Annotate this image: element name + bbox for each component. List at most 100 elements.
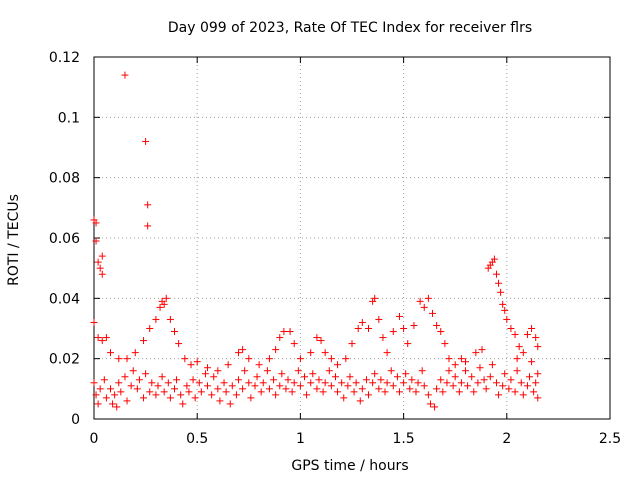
data-point <box>420 303 428 311</box>
data-point <box>530 388 538 396</box>
data-point <box>107 349 115 357</box>
data-point <box>346 373 354 381</box>
data-point <box>513 355 521 363</box>
data-point <box>492 270 500 278</box>
data-point <box>286 328 294 336</box>
data-point <box>495 391 503 399</box>
data-point <box>313 334 321 342</box>
data-point <box>449 382 457 390</box>
data-point <box>395 388 403 396</box>
data-point <box>265 385 273 393</box>
data-point <box>234 349 242 357</box>
data-points <box>90 71 542 411</box>
data-point <box>439 388 447 396</box>
data-point <box>142 137 150 145</box>
data-point <box>519 349 527 357</box>
data-point <box>497 288 505 296</box>
data-point <box>445 355 453 363</box>
data-point <box>296 382 304 390</box>
data-point <box>121 71 129 79</box>
data-point <box>90 379 98 387</box>
data-point <box>276 334 284 342</box>
data-point <box>420 382 428 390</box>
data-point <box>470 388 478 396</box>
data-point <box>526 373 534 381</box>
y-tick-label: 0.04 <box>49 291 80 307</box>
data-point <box>476 364 484 372</box>
x-tick-label: 2 <box>502 431 511 447</box>
data-point <box>189 376 197 384</box>
x-tick-label: 1 <box>296 431 305 447</box>
data-point <box>129 367 137 375</box>
data-point <box>282 385 290 393</box>
data-point <box>177 391 185 399</box>
data-point <box>96 264 104 272</box>
data-point <box>148 379 156 387</box>
data-point <box>515 343 523 351</box>
data-point <box>428 309 436 317</box>
data-point <box>216 397 224 405</box>
y-tick-label: 0.1 <box>58 110 80 126</box>
grid-lines <box>94 57 610 419</box>
data-point <box>228 382 236 390</box>
data-point <box>265 355 273 363</box>
data-point <box>505 385 513 393</box>
data-point <box>94 400 102 408</box>
data-point <box>245 355 253 363</box>
data-point <box>513 367 521 375</box>
data-point <box>245 379 253 387</box>
data-point <box>146 388 154 396</box>
data-point <box>127 382 135 390</box>
data-point <box>369 379 377 387</box>
data-point <box>379 334 387 342</box>
data-point <box>313 385 321 393</box>
data-point <box>183 382 191 390</box>
data-point <box>92 237 100 245</box>
data-point <box>395 312 403 320</box>
data-point <box>352 379 360 387</box>
data-point <box>144 201 152 209</box>
data-point <box>528 325 536 332</box>
x-axis-title: GPS time / hours <box>291 458 408 474</box>
data-point <box>160 388 168 396</box>
data-point <box>259 379 267 387</box>
data-point <box>451 373 459 381</box>
data-point <box>160 300 168 308</box>
y-tick-label: 0.02 <box>49 352 80 368</box>
data-point <box>488 361 496 369</box>
data-point <box>317 337 325 345</box>
data-point <box>276 382 284 390</box>
data-point <box>201 370 209 378</box>
data-point <box>387 367 395 375</box>
data-point <box>195 379 203 387</box>
data-point <box>253 373 261 381</box>
data-point <box>309 370 317 378</box>
data-point <box>441 340 449 348</box>
data-point <box>348 340 356 348</box>
data-point <box>319 388 327 396</box>
y-tick-label: 0.12 <box>49 50 80 66</box>
data-point <box>402 370 410 378</box>
data-point <box>424 294 432 302</box>
data-point <box>115 379 123 387</box>
data-point <box>239 346 247 354</box>
data-point <box>288 388 296 396</box>
data-point <box>528 358 536 366</box>
data-point <box>307 379 315 387</box>
data-point <box>123 397 131 405</box>
data-point <box>170 385 178 393</box>
data-point <box>241 367 249 375</box>
data-point <box>307 349 315 357</box>
data-point <box>226 400 234 408</box>
data-point <box>464 382 472 390</box>
data-point <box>272 391 280 399</box>
plot-border <box>93 56 611 420</box>
x-tick-label: 0.5 <box>186 431 208 447</box>
data-point <box>534 394 542 402</box>
data-point <box>507 325 515 332</box>
data-point <box>375 385 383 393</box>
data-point <box>414 379 422 387</box>
data-point <box>371 294 379 302</box>
data-point <box>152 391 160 399</box>
data-point <box>365 325 373 332</box>
